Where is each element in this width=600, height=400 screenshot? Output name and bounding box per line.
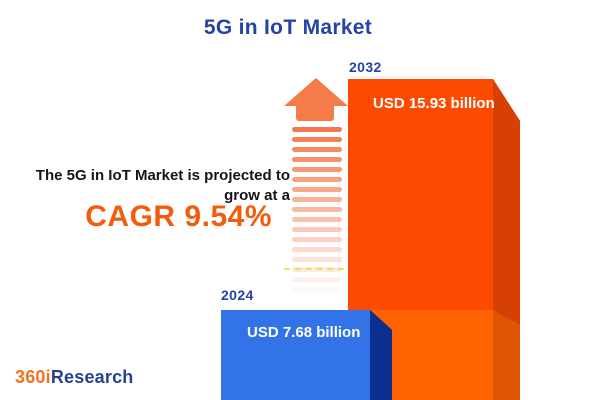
bar-2032-lower-side-face [493,310,520,400]
arrow-stripe [292,207,342,212]
logo-prefix: 360i [15,367,51,387]
bar-2032-year-label: 2032 [349,59,382,75]
arrow-shoulder [296,103,334,121]
arrow-stripe [292,257,342,262]
arrow-stripe [292,197,342,202]
bar-2024-side-face [370,310,392,400]
arrow-stripe [292,217,342,222]
arrow-stripe [292,127,342,132]
cagr-value: CAGR 9.54% [85,200,272,233]
projection-text: The 5G in IoT Market is projected to gro… [36,166,290,206]
arrow-up-icon [284,78,348,106]
arrow-stripe [292,287,342,292]
arrow-stripe [292,147,342,152]
brand-logo: 360iResearch [15,367,134,388]
arrow-stripe [292,187,342,192]
page-title: 5G in IoT Market [203,16,373,39]
arrow-stripe [292,237,342,242]
projection-line-1: The 5G in IoT Market is projected to [35,167,290,184]
projection-line-2: grow at a [224,187,290,204]
arrow-stripe [292,247,342,252]
bar-2024-year-label: 2024 [221,287,254,303]
bar-2024-front-face [221,310,370,400]
yellow-dashed-line [284,268,344,270]
arrow-stripe [292,277,342,282]
bar-2024-value-label: USD 7.68 billion [247,324,361,341]
arrow-stripe [292,137,342,142]
logo-suffix: Research [50,367,134,387]
arrow-stripe [292,167,342,172]
bar-2032-value-label: USD 15.93 billion [373,95,495,112]
arrow-stripe [292,227,342,232]
arrow-stripe [292,157,342,162]
arrow-stripe [292,177,342,182]
